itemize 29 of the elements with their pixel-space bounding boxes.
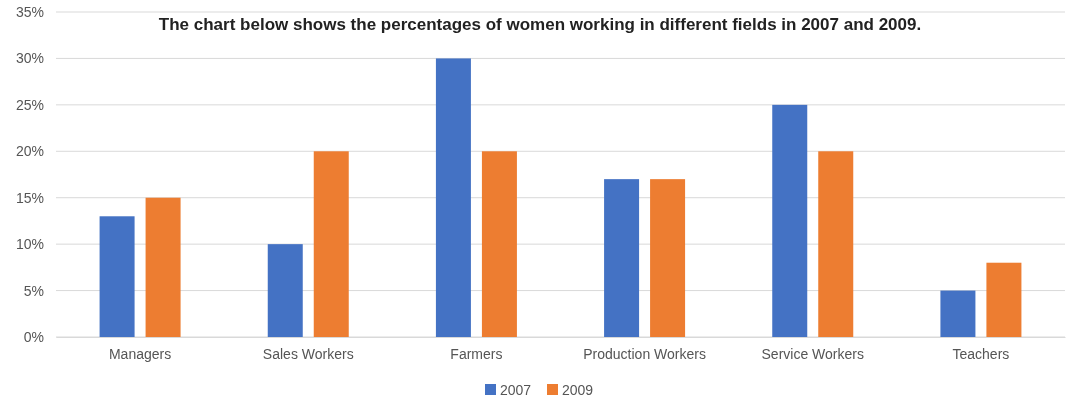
x-tick-label: Managers <box>108 345 172 362</box>
bar <box>481 151 517 337</box>
bar <box>313 151 349 337</box>
bar <box>604 179 640 337</box>
x-tick-label: Production Workers <box>583 345 706 362</box>
y-tick-label: 20% <box>15 143 44 160</box>
x-tick-label: Service Workers <box>761 345 864 362</box>
y-tick-label: 5% <box>23 282 44 299</box>
y-tick-label: 30% <box>15 50 44 67</box>
y-tick-label: 35% <box>15 3 44 20</box>
bar <box>772 104 808 337</box>
y-tick-label: 0% <box>23 328 44 345</box>
bar <box>818 151 854 337</box>
x-tick-label: Sales Workers <box>262 345 354 362</box>
legend-label: 2009 <box>562 382 594 398</box>
bar <box>267 244 303 337</box>
y-tick-label: 25% <box>15 96 44 113</box>
bar <box>435 58 471 337</box>
bar <box>940 290 976 337</box>
legend-label: 2007 <box>500 382 532 398</box>
bar <box>650 179 686 337</box>
bar <box>99 216 135 337</box>
bar <box>986 262 1022 337</box>
bar <box>145 197 181 337</box>
chart-title: The chart below shows the percentages of women working in different fields in 2007 and 2009. <box>158 15 922 34</box>
y-tick-label: 10% <box>15 236 44 253</box>
y-tick-label: 15% <box>15 189 44 206</box>
x-tick-label: Teachers <box>952 345 1010 362</box>
x-tick-label: Farmers <box>450 345 503 362</box>
